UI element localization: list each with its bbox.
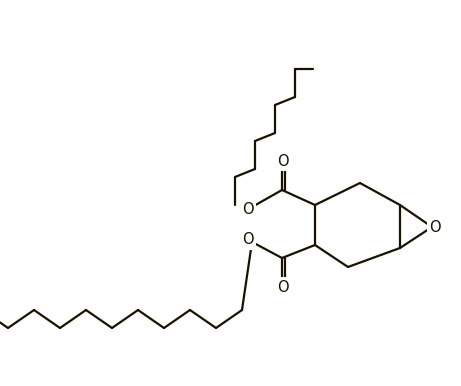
Text: O: O [277, 279, 289, 295]
Text: O: O [242, 232, 254, 247]
Text: O: O [429, 220, 441, 235]
Text: O: O [242, 201, 254, 217]
Text: O: O [277, 154, 289, 169]
